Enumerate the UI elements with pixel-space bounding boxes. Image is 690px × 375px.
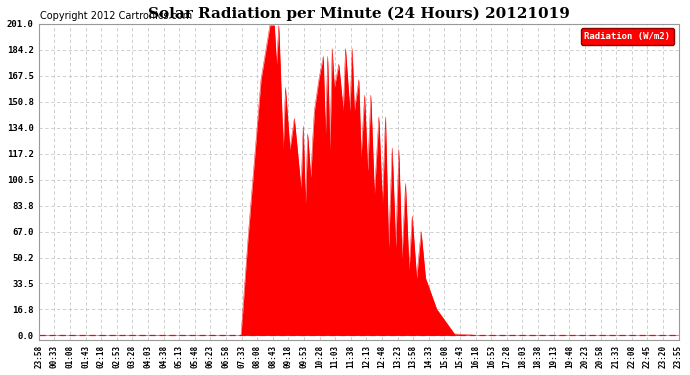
- Title: Solar Radiation per Minute (24 Hours) 20121019: Solar Radiation per Minute (24 Hours) 20…: [148, 7, 569, 21]
- Text: Copyright 2012 Cartronics.com: Copyright 2012 Cartronics.com: [40, 11, 192, 21]
- Legend: Radiation (W/m2): Radiation (W/m2): [581, 28, 674, 45]
